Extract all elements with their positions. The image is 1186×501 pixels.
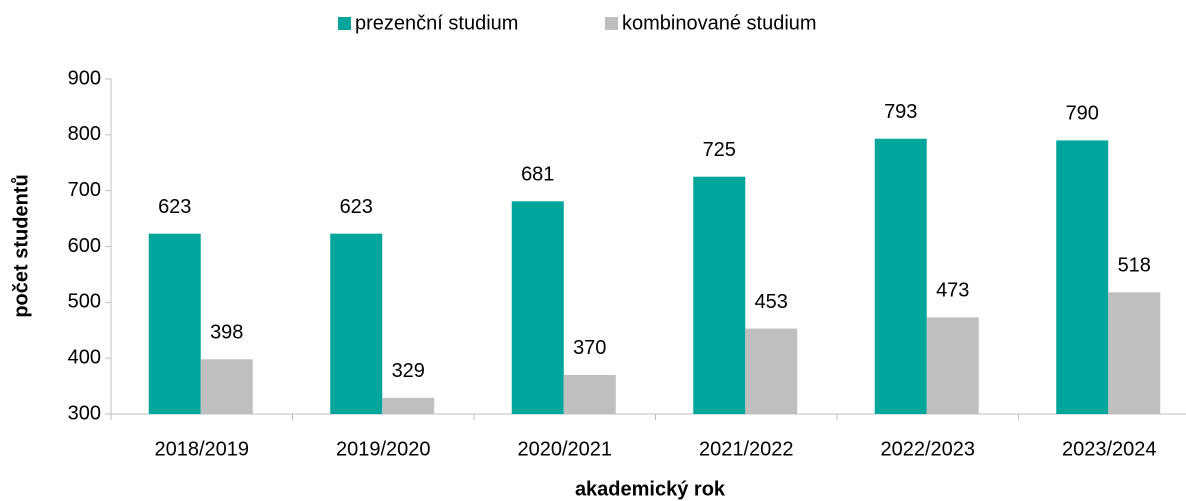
value-label: 623: [340, 196, 373, 218]
y-tick-label: 900: [68, 67, 101, 89]
y-tick-label: 600: [68, 235, 101, 257]
bar: [1056, 140, 1109, 414]
bar: [745, 328, 798, 414]
bar: [926, 317, 979, 414]
value-label: 329: [392, 360, 425, 382]
y-tick-label: 400: [68, 346, 101, 368]
value-label: 790: [1066, 103, 1099, 125]
value-label: 473: [936, 280, 969, 302]
value-label: 725: [703, 139, 736, 161]
value-label: 518: [1118, 255, 1151, 277]
bar: [874, 138, 927, 414]
bar: [200, 359, 253, 414]
bar: [563, 374, 616, 414]
value-label: 398: [210, 322, 243, 344]
x-tick-label: 2020/2021: [517, 438, 612, 460]
y-tick-label: 300: [68, 402, 101, 424]
x-tick-label: 2018/2019: [154, 438, 249, 460]
x-tick-label: 2023/2024: [1062, 438, 1157, 460]
y-axis-label: počet studentů: [10, 174, 32, 317]
value-label: 453: [755, 291, 788, 313]
bar: [330, 233, 383, 414]
legend-label: prezenční studium: [355, 12, 518, 34]
legend-swatch: [338, 17, 351, 30]
bar: [148, 233, 201, 414]
y-tick-label: 700: [68, 179, 101, 201]
legend-swatch: [605, 17, 618, 30]
x-tick-label: 2021/2022: [699, 438, 794, 460]
value-label: 623: [158, 196, 191, 218]
value-label: 370: [573, 337, 606, 359]
legend-label: kombinované studium: [622, 12, 817, 34]
bar: [382, 397, 435, 414]
y-tick-label: 800: [68, 123, 101, 145]
value-label: 681: [521, 164, 554, 186]
x-axis-label: akademický rok: [575, 478, 726, 500]
bar: [693, 176, 746, 414]
bar: [511, 201, 564, 414]
bar: [1108, 292, 1161, 414]
y-tick-label: 500: [68, 291, 101, 313]
x-tick-label: 2022/2023: [880, 438, 975, 460]
x-tick-label: 2019/2020: [336, 438, 431, 460]
value-label: 793: [884, 101, 917, 123]
